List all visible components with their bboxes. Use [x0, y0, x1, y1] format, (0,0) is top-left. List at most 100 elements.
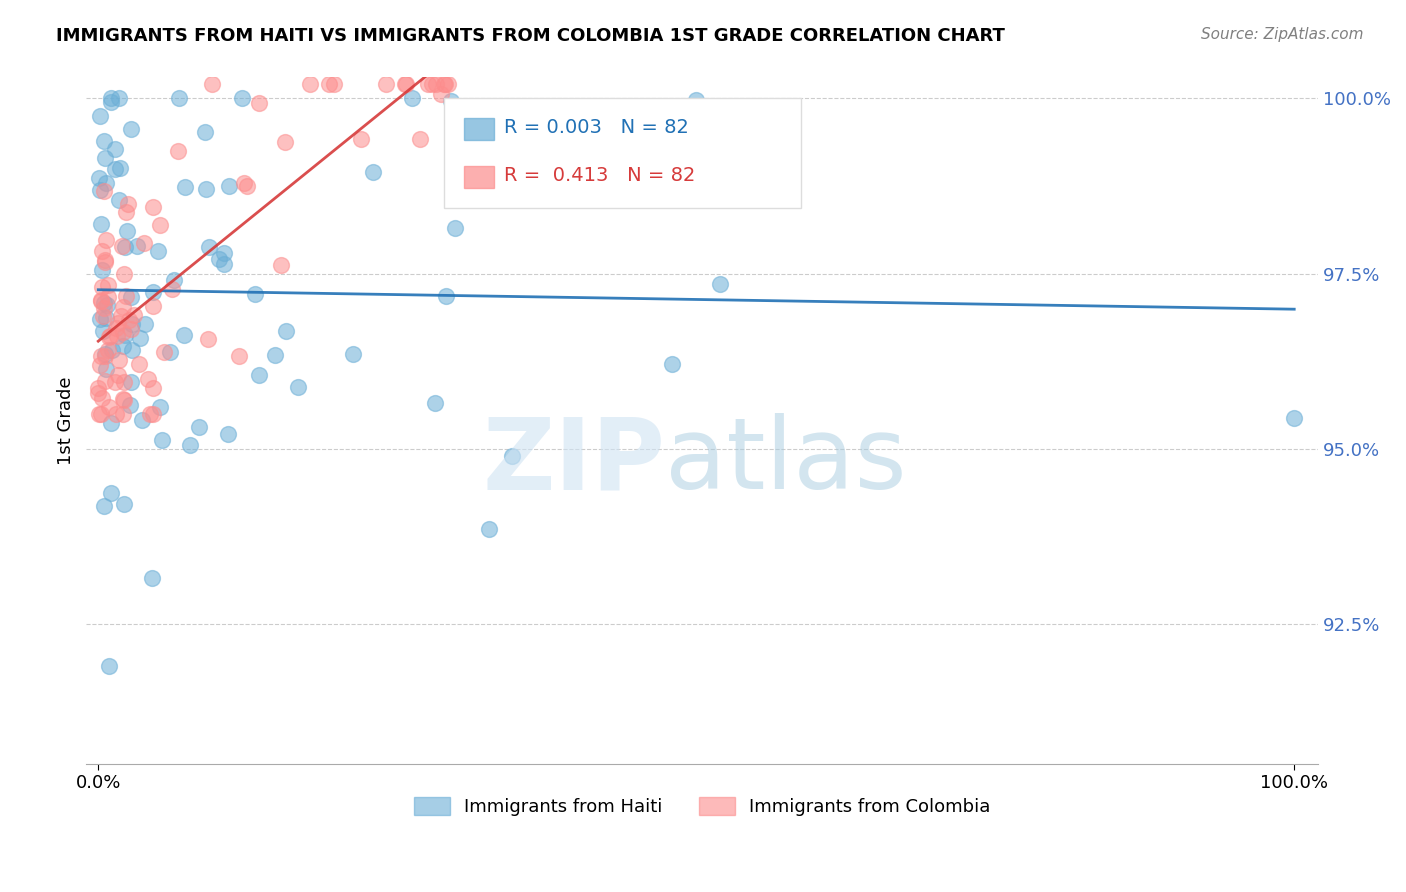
- Point: [112, 407, 135, 421]
- Point: [146, 244, 169, 258]
- Point: [100, 343, 122, 357]
- Point: [159, 345, 181, 359]
- Point: [195, 182, 218, 196]
- Point: [91, 309, 114, 323]
- Point: [228, 350, 250, 364]
- Point: [128, 357, 150, 371]
- Point: [363, 165, 385, 179]
- Point: [93, 255, 115, 269]
- Point: [167, 91, 190, 105]
- Point: [114, 240, 136, 254]
- Point: [111, 392, 134, 406]
- Point: [93, 499, 115, 513]
- Point: [105, 320, 128, 334]
- Point: [138, 372, 160, 386]
- Point: [120, 375, 142, 389]
- Point: [100, 486, 122, 500]
- Text: atlas: atlas: [665, 413, 907, 510]
- Point: [91, 324, 114, 338]
- Point: [115, 224, 138, 238]
- Point: [163, 273, 186, 287]
- Point: [374, 78, 396, 92]
- Point: [416, 78, 439, 92]
- Point: [194, 125, 217, 139]
- Point: [112, 267, 135, 281]
- Point: [139, 407, 162, 421]
- Point: [425, 78, 447, 92]
- Point: [121, 318, 143, 332]
- Point: [96, 298, 118, 312]
- Point: [160, 282, 183, 296]
- Point: [179, 438, 201, 452]
- Point: [124, 308, 146, 322]
- Point: [218, 179, 240, 194]
- Point: [408, 132, 430, 146]
- Point: [323, 78, 346, 92]
- Point: [501, 449, 523, 463]
- Point: [394, 78, 416, 92]
- Point: [105, 328, 128, 343]
- Point: [120, 398, 142, 412]
- Point: [128, 331, 150, 345]
- Point: [93, 134, 115, 148]
- Point: [104, 162, 127, 177]
- Point: [132, 236, 155, 251]
- Point: [212, 246, 235, 260]
- Point: [299, 78, 322, 92]
- Point: [153, 344, 176, 359]
- Point: [112, 300, 135, 314]
- Point: [120, 290, 142, 304]
- Point: [112, 392, 135, 407]
- Point: [127, 239, 149, 253]
- Point: [142, 381, 165, 395]
- FancyBboxPatch shape: [464, 166, 494, 188]
- Point: [217, 426, 239, 441]
- Point: [342, 346, 364, 360]
- Point: [90, 293, 112, 308]
- Point: [87, 407, 110, 421]
- Point: [350, 132, 373, 146]
- Point: [430, 87, 453, 101]
- Point: [107, 368, 129, 382]
- Point: [108, 194, 131, 208]
- Point: [93, 301, 115, 316]
- Point: [104, 407, 127, 421]
- Point: [104, 142, 127, 156]
- Point: [90, 294, 112, 309]
- Point: [201, 78, 224, 92]
- Point: [270, 258, 292, 272]
- Point: [274, 324, 297, 338]
- Point: [134, 317, 156, 331]
- Text: R =  0.413   N = 82: R = 0.413 N = 82: [503, 166, 695, 186]
- Point: [149, 218, 172, 232]
- Point: [436, 78, 458, 92]
- Point: [112, 497, 135, 511]
- Text: IMMIGRANTS FROM HAITI VS IMMIGRANTS FROM COLOMBIA 1ST GRADE CORRELATION CHART: IMMIGRANTS FROM HAITI VS IMMIGRANTS FROM…: [56, 27, 1005, 45]
- Point: [247, 368, 270, 382]
- Point: [98, 329, 121, 343]
- Point: [100, 417, 122, 431]
- Point: [273, 135, 295, 149]
- Point: [478, 522, 501, 536]
- Point: [661, 357, 683, 371]
- Point: [142, 407, 165, 421]
- Point: [94, 176, 117, 190]
- Point: [91, 263, 114, 277]
- Point: [107, 316, 129, 330]
- Point: [111, 239, 134, 253]
- Point: [91, 391, 114, 405]
- Point: [97, 290, 120, 304]
- Point: [98, 659, 121, 673]
- Point: [121, 343, 143, 358]
- Point: [263, 348, 285, 362]
- Point: [110, 309, 132, 323]
- Point: [108, 161, 131, 175]
- Point: [120, 122, 142, 136]
- Point: [167, 145, 190, 159]
- Point: [91, 244, 114, 258]
- Point: [94, 349, 117, 363]
- FancyBboxPatch shape: [443, 98, 801, 208]
- Point: [115, 289, 138, 303]
- Point: [187, 419, 209, 434]
- Point: [97, 330, 120, 344]
